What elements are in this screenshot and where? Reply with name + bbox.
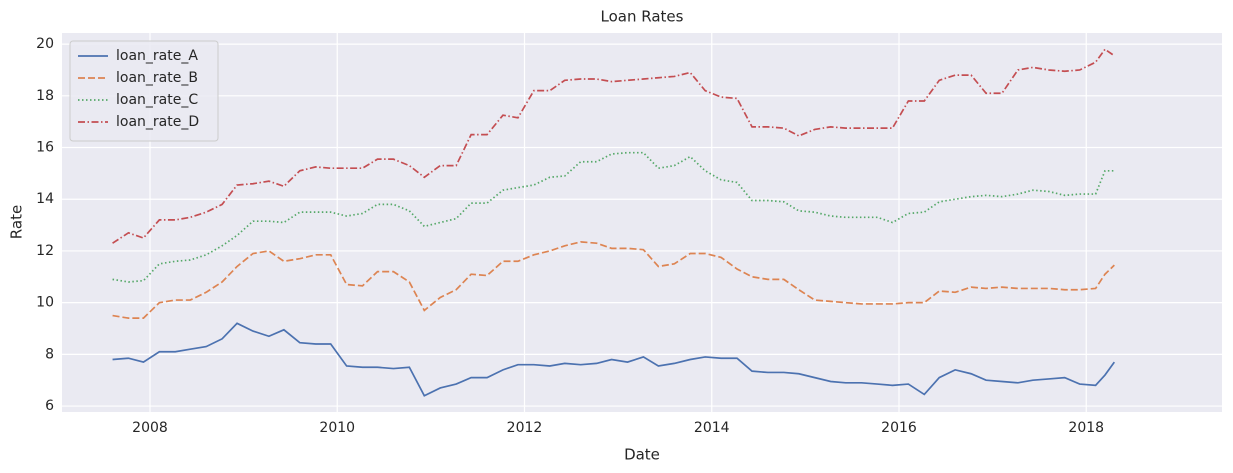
x-tick-label: 2012 [507,420,543,436]
x-tick-label: 2016 [881,420,917,436]
lines [112,48,1116,397]
series-line [112,322,1116,397]
grid [62,33,1222,412]
series-line [112,241,1115,319]
ticks: 6 8 10 12 14 16 18 20 2008 2010 2012 2014 2016 2018 [36,36,1104,436]
y-tick-label: 8 [45,346,54,362]
y-axis-label: Rate [8,205,26,239]
y-tick-label: 16 [36,140,54,156]
legend-label: loan_rate_D [116,114,199,130]
y-tick-label: 6 [45,398,54,414]
series-line [112,151,1115,283]
legend-label: loan_rate_A [116,48,198,64]
y-tick-label: 12 [36,243,54,259]
x-tick-label: 2008 [132,420,168,436]
legend-label: loan_rate_C [116,92,198,108]
series-line [112,48,1115,244]
x-tick-label: 2010 [319,420,355,436]
plot-area [62,33,1222,412]
chart-title: Loan Rates [601,8,684,26]
legend: loan_rate_A loan_rate_B loan_rate_C loan_ra… [69,40,219,142]
legend-label: loan_rate_B [116,70,198,86]
x-tick-label: 2014 [694,420,730,436]
x-axis-label: Date [624,446,660,464]
x-tick-label: 2018 [1068,420,1104,436]
y-tick-label: 18 [36,88,54,104]
y-tick-label: 10 [36,295,54,311]
y-tick-label: 14 [36,191,54,207]
y-tick-label: 20 [36,36,54,52]
legend-box [69,40,219,142]
